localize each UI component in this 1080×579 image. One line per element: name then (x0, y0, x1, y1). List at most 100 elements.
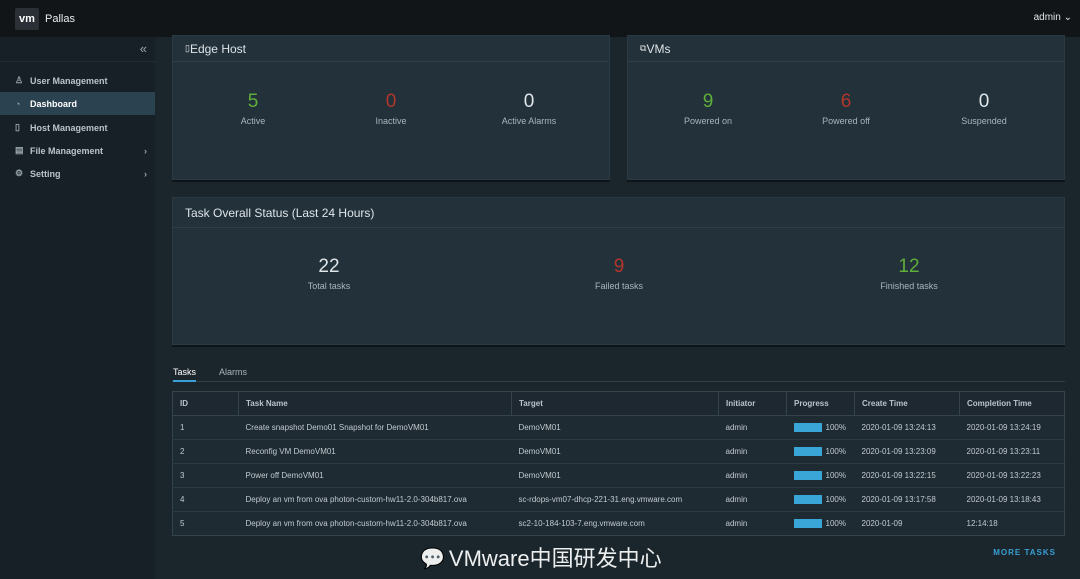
column-header[interactable]: Completion Time (959, 391, 1065, 416)
table-row[interactable]: 4 Deploy an vm from ova photon-custom-hw1… (172, 487, 1065, 512)
user-icon: ♙ (15, 75, 24, 85)
cell-text: sc-rdops-vm07-dhcp-221-31.eng.vmware.com (518, 495, 683, 504)
stat-value: 5 (247, 91, 259, 112)
table-cell: sc2-10-184-103-7.eng.vmware.com (511, 511, 719, 536)
cell-text: 2020-01-09 13:24:13 (861, 423, 936, 432)
chevron-down-icon: ⌄ (1063, 12, 1072, 23)
cell-text: Power off DemoVM01 (245, 471, 324, 480)
table-cell: DemoVM01 (511, 439, 719, 464)
watermark-text: VMware中国研发中心 (448, 546, 662, 571)
cell-text: Deploy an vm from ova photon-custom-hw11… (245, 519, 467, 528)
stat-value: 9 (702, 91, 714, 112)
table-cell: Deploy an vm from ova photon-custom-hw11… (238, 511, 512, 536)
table-cell: 100% (786, 511, 855, 536)
cell-text: 2020-01-09 13:23:11 (966, 447, 1041, 456)
table-cell: 2020-01-09 13:23:11 (959, 439, 1065, 464)
table-cell: Power off DemoVM01 (238, 463, 512, 488)
cell-text: admin (725, 519, 748, 528)
table-row[interactable]: 3 Power off DemoVM01 DemoVM01 admin 100% 2020… (172, 463, 1065, 488)
table-cell: 12:14:18 (959, 511, 1065, 536)
table-cell: 100% (786, 487, 855, 512)
table-cell: Reconfig VM DemoVM01 (238, 439, 512, 464)
gear-icon: ⚙ (15, 168, 24, 178)
stat-value: 0 (978, 91, 990, 112)
cell-text: 2020-01-09 13:17:58 (861, 495, 936, 504)
card-title: Edge Host (189, 41, 246, 56)
cell-text: 5 (180, 519, 185, 528)
table-cell: 2020-01-09 13:18:43 (959, 487, 1065, 512)
cell-text: 2020-01-09 13:24:19 (966, 423, 1041, 432)
sidebar-item-dashboard[interactable]: ◔ Dashboard (0, 92, 155, 115)
cell-text: 2020-01-09 (861, 519, 903, 528)
stat-label: Powered on (683, 116, 733, 126)
table-cell: admin (718, 415, 787, 440)
table-cell: Deploy an vm from ova photon-custom-hw11… (238, 487, 512, 512)
table-cell: 4 (172, 487, 239, 512)
sidebar-item-label: Setting (30, 168, 61, 179)
table-cell: 5 (172, 511, 239, 536)
top-bar: vm Pallas admin ⌄ (0, 0, 1080, 37)
stat-label: Suspended (961, 116, 1007, 126)
cell-text: 4 (180, 495, 185, 504)
user-name: admin (1033, 12, 1061, 23)
cell-text: 2020-01-09 13:22:23 (966, 471, 1041, 480)
tab-tasks[interactable]: Tasks (173, 367, 197, 382)
task-status-card: Task Overall Status (Last 24 Hours) 22 To… (172, 197, 1065, 345)
cell-text: DemoVM01 (518, 471, 561, 480)
table-row[interactable]: 2 Reconfig VM DemoVM01 DemoVM01 admin 100% 20… (172, 439, 1065, 464)
stat-label: Finished tasks (880, 281, 938, 291)
table-cell: 2020-01-09 (854, 511, 960, 536)
table-cell: admin (718, 487, 787, 512)
sidebar-item-setting[interactable]: ⚙ Setting › (0, 162, 155, 185)
sidebar-item-host-management[interactable]: ▯ Host Management (0, 116, 155, 139)
cell-text: 2020-01-09 13:22:15 (861, 471, 936, 480)
cell-text: Deploy an vm from ova photon-custom-hw11… (245, 495, 467, 504)
table-cell: 1 (172, 415, 239, 440)
table-cell: admin (718, 439, 787, 464)
table-cell: 3 (172, 463, 239, 488)
more-tasks-link[interactable]: MORE TASKS (993, 548, 1056, 557)
column-header[interactable]: Target (511, 391, 719, 416)
column-header[interactable]: Initiator (718, 391, 787, 416)
table-cell: 2020-01-09 13:22:23 (959, 463, 1065, 488)
cell-text: DemoVM01 (518, 447, 561, 456)
column-header[interactable]: Task Name (238, 391, 512, 416)
vm-logo: vm (15, 7, 39, 30)
table-cell: admin (718, 463, 787, 488)
sidebar-item-user-management[interactable]: ♙ User Management (0, 69, 155, 92)
cell-text: Create snapshot Demo01 Snapshot for Demo… (245, 423, 429, 432)
table-cell: Create snapshot Demo01 Snapshot for Demo… (238, 415, 512, 440)
table-cell: admin (718, 511, 787, 536)
stat-label: Powered off (822, 116, 870, 126)
cell-text: 2020-01-09 13:18:43 (966, 495, 1041, 504)
stat-value: 6 (840, 91, 852, 112)
table-cell: DemoVM01 (511, 463, 719, 488)
table-cell: DemoVM01 (511, 415, 719, 440)
column-header[interactable]: Create Time (854, 391, 960, 416)
chevron-right-icon: › (144, 168, 147, 179)
cell-text: 2020-01-09 13:23:09 (861, 447, 936, 456)
stat-label: Total tasks (307, 281, 351, 291)
cell-text: admin (725, 423, 748, 432)
column-header[interactable]: ID (172, 391, 239, 416)
table-cell: 2020-01-09 13:17:58 (854, 487, 960, 512)
stat-label: Active Alarms (501, 116, 557, 126)
table-cell: 100% (786, 415, 855, 440)
column-header[interactable]: Progress (786, 391, 855, 416)
cell-text: 100% (825, 446, 846, 456)
chevron-right-icon: › (144, 145, 147, 156)
user-menu[interactable]: admin ⌄ (1034, 12, 1072, 23)
tab-alarms[interactable]: Alarms (219, 367, 248, 377)
progress-bar (793, 495, 822, 505)
sidebar-item-label: User Management (30, 75, 108, 86)
table-row[interactable]: 1 Create snapshot Demo01 Snapshot for Dem… (172, 415, 1065, 440)
sidebar-item-label: File Management (30, 145, 104, 156)
table-row[interactable]: 5 Deploy an vm from ova photon-custom-hw1… (172, 511, 1065, 536)
sidebar-item-file-management[interactable]: ▤ File Management › (0, 139, 155, 162)
cell-text: 100% (825, 422, 846, 432)
host-icon: ▯ (15, 122, 20, 132)
progress-bar (793, 447, 822, 457)
cell-text: admin (725, 495, 748, 504)
edge-host-card: ▯ Edge Host 5 Active 0 Inactive 0 Active Ala… (172, 35, 610, 180)
collapse-icon[interactable]: « (139, 41, 147, 56)
